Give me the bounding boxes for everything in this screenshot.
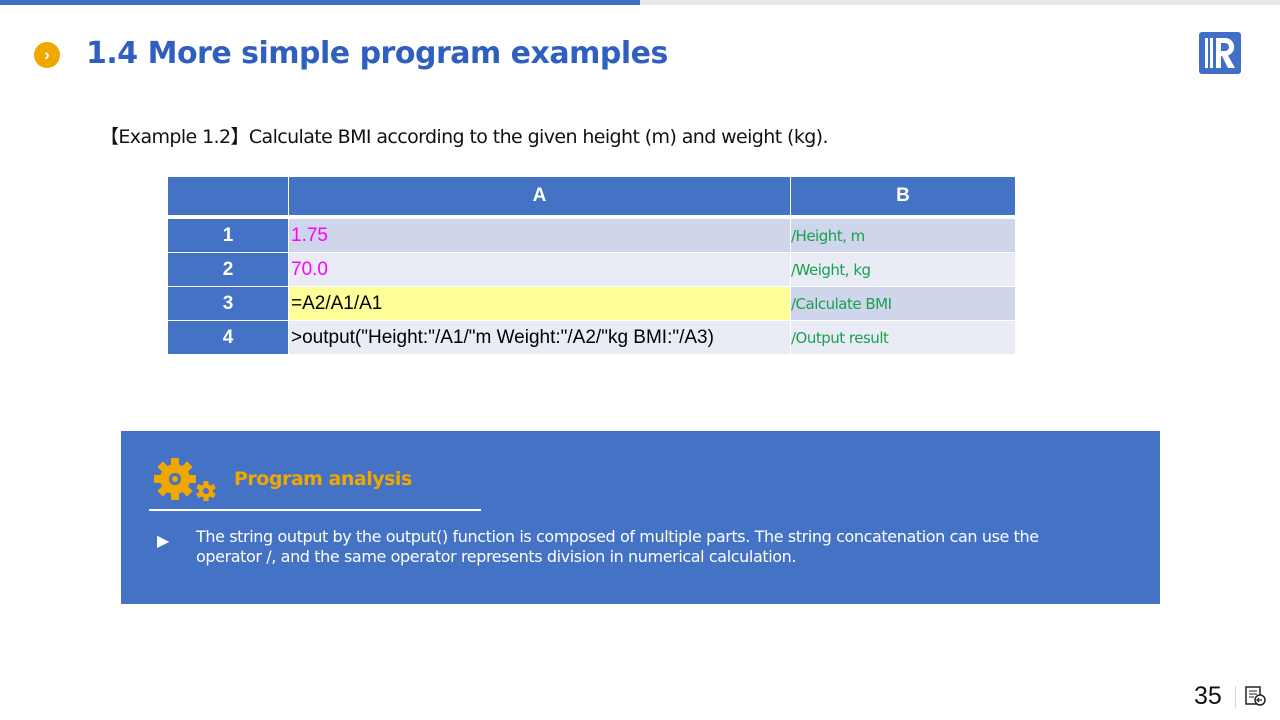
cell-a2[interactable]: 70.0 — [289, 253, 790, 286]
slide-navigation-icon[interactable] — [1245, 686, 1267, 706]
example-description: 【Example 1.2】Calculate BMI according to … — [100, 126, 829, 148]
code-grid: A B 1 1.75 /Height, m 2 70.0 /Weight, kg… — [167, 176, 1016, 355]
divider — [149, 509, 481, 511]
cell-b2[interactable]: /Weight, kg — [791, 253, 1015, 286]
row-header[interactable]: 2 — [168, 253, 288, 286]
grid-header-row: A B — [168, 177, 1015, 215]
grid-row: 3 =A2/A1/A1 /Calculate BMI — [168, 287, 1015, 320]
play-bullet-icon: ▶ — [157, 533, 170, 550]
top-progress-bar — [0, 0, 1280, 5]
page-title: 1.4 More simple program examples — [86, 36, 668, 71]
corner-cell — [168, 177, 288, 215]
grid-row: 4 >output("Height:"/A1/"m Weight:"/A2/"k… — [168, 321, 1015, 354]
cell-b4[interactable]: /Output result — [791, 321, 1015, 354]
cell-b3[interactable]: /Calculate BMI — [791, 287, 1015, 320]
page-number: 35 — [1194, 682, 1222, 710]
logo-icon — [1199, 32, 1241, 74]
cell-a3[interactable]: =A2/A1/A1 — [289, 287, 790, 320]
column-header-a[interactable]: A — [289, 177, 790, 215]
grid-row: 1 1.75 /Height, m — [168, 219, 1015, 252]
cell-a4[interactable]: >output("Height:"/A1/"m Weight:"/A2/"kg … — [289, 321, 790, 354]
gears-icon — [154, 458, 216, 501]
program-analysis-panel: Program analysis ▶ The string output by … — [121, 431, 1160, 604]
analysis-text: The string output by the output() functi… — [196, 527, 1039, 566]
row-header[interactable]: 3 — [168, 287, 288, 320]
column-header-b[interactable]: B — [791, 177, 1015, 215]
row-header[interactable]: 4 — [168, 321, 288, 354]
cell-a1[interactable]: 1.75 — [289, 219, 790, 252]
grid-row: 2 70.0 /Weight, kg — [168, 253, 1015, 286]
analysis-title: Program analysis — [234, 468, 412, 490]
row-header[interactable]: 1 — [168, 219, 288, 252]
cell-b1[interactable]: /Height, m — [791, 219, 1015, 252]
chevron-right-icon: › — [34, 42, 60, 68]
divider — [1235, 686, 1236, 708]
